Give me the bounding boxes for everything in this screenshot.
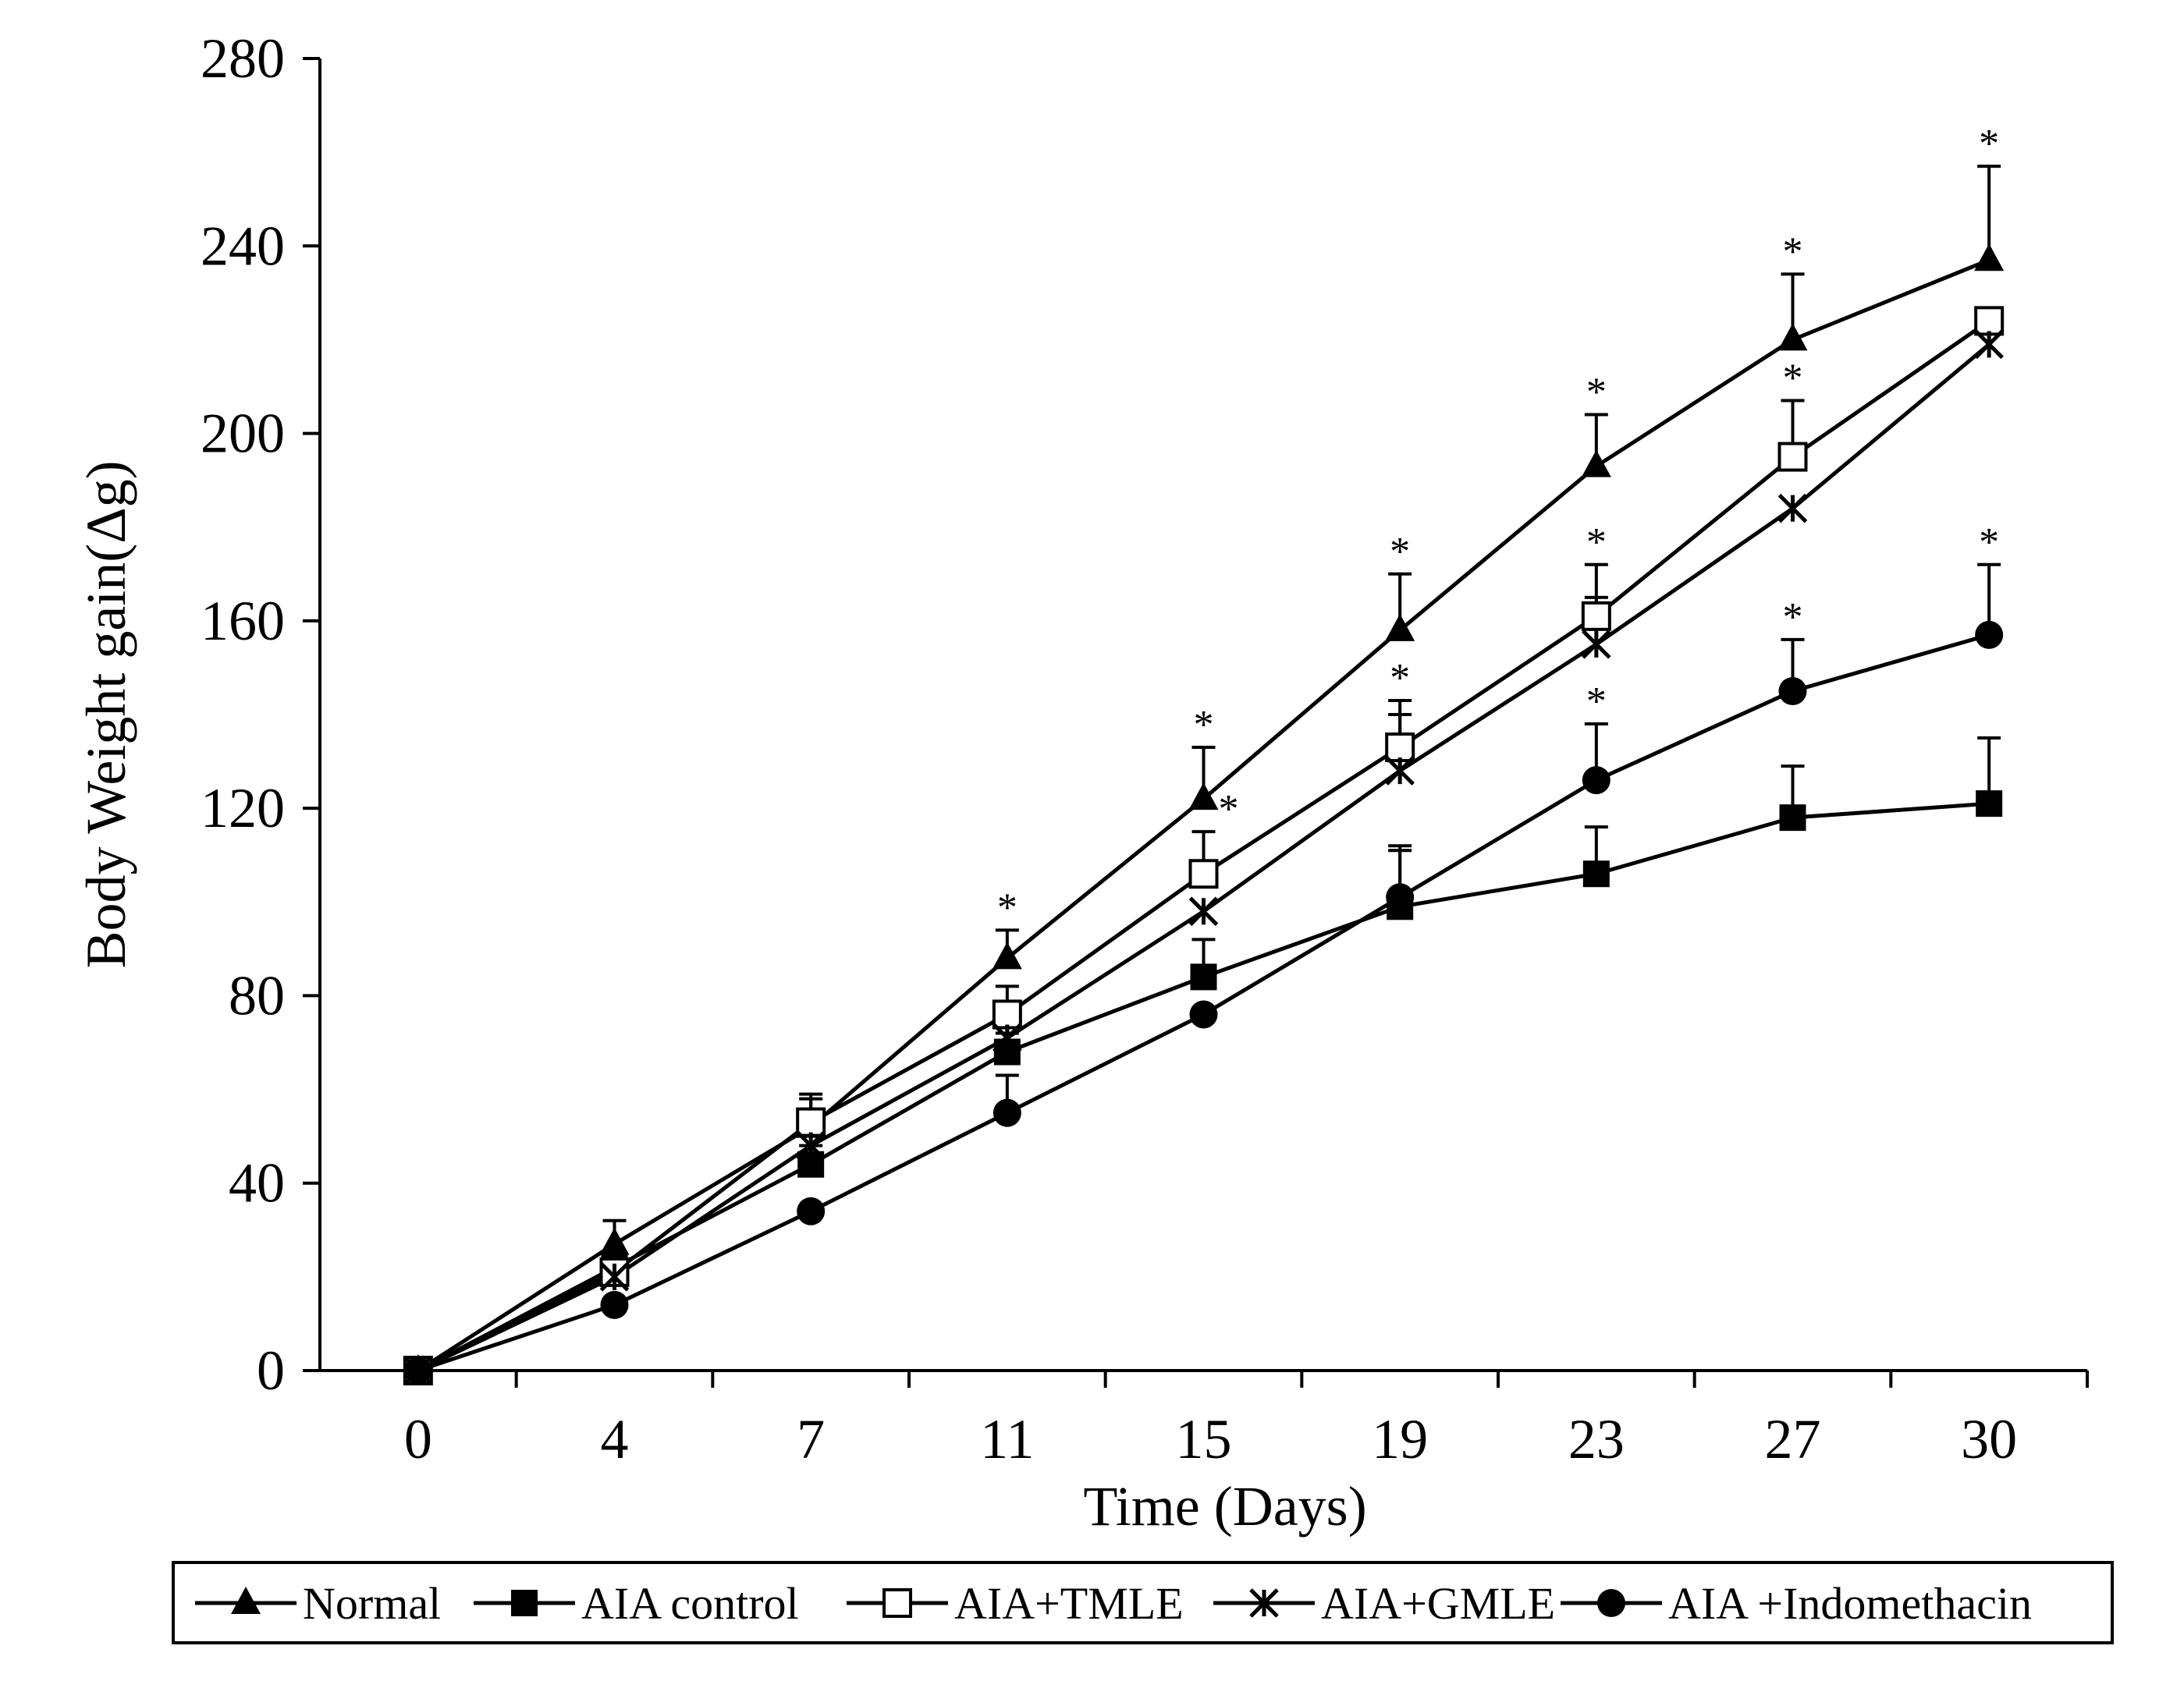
data-point-aia-tmle: [1581, 601, 1611, 631]
data-point-aia-gmle: [796, 1130, 826, 1161]
x-tick-label: 11: [980, 1408, 1034, 1470]
x-tick-label: 27: [1765, 1408, 1821, 1470]
data-point-aia-tmle: [1777, 442, 1808, 472]
data-point-aia-control: [1190, 963, 1217, 991]
significance-marker: *: [1783, 229, 1803, 274]
data-point-normal: [1974, 243, 2005, 271]
data-point-aia-indomethacin: [1386, 883, 1415, 912]
data-point-normal: [599, 1227, 630, 1255]
data-point-aia-gmle: [993, 1023, 1022, 1053]
legend-marker-aia-tmle: [882, 1588, 912, 1618]
legend-marker-normal: [231, 1587, 261, 1614]
legend-item-normal: Normal: [195, 1578, 441, 1629]
data-point-aia-control: [1582, 860, 1610, 888]
data-point-aia-indomethacin: [797, 1197, 826, 1225]
axes-layer: [318, 59, 2087, 1372]
data-point-aia-tmle: [796, 1107, 826, 1137]
x-ticks-layer: 0 4 7 11 15 19 23 27 30: [404, 1371, 2089, 1470]
data-point-aia-control: [1976, 790, 2003, 818]
legend-marker-aia-control: [511, 1590, 538, 1616]
legend-marker-aia-indomethacin: [1597, 1589, 1625, 1617]
data-point-normal: [1777, 323, 1808, 351]
x-tick-label: 7: [797, 1408, 825, 1470]
legend-label: AIA control: [581, 1578, 799, 1629]
legend-item-aia-tmle: AIA+TMLE: [847, 1578, 1184, 1629]
data-point-aia-tmle: [1385, 732, 1415, 763]
significance-marker: *: [1390, 656, 1410, 700]
significance-marker: *: [1219, 787, 1239, 832]
y-tick-label: 80: [229, 964, 285, 1027]
significance-marker: *: [1390, 530, 1410, 574]
legend: Normal AIA control AIA+TMLE AIA+GMLE AIA +In…: [172, 1561, 2114, 1644]
x-axis-title: Time (Days): [1083, 1475, 1366, 1538]
significance-marker: *: [997, 885, 1017, 930]
y-tick-label: 160: [201, 590, 285, 652]
legend-label: AIA+GMLE: [1321, 1578, 1555, 1629]
legend-item-aia-indomethacin: AIA +Indomethacin: [1561, 1578, 2032, 1629]
data-point-aia-tmle: [1188, 859, 1219, 889]
series-line-normal: [417, 257, 1990, 1373]
x-tick-label: 23: [1568, 1408, 1625, 1470]
data-point-normal: [992, 942, 1022, 970]
data-point-aia-gmle: [1582, 630, 1611, 659]
significance-marker: *: [1586, 679, 1607, 724]
data-point-aia-tmle: [1974, 306, 2005, 336]
y-ticks-layer: 0 40 80 120 160 200 240 280: [201, 27, 320, 1402]
data-point-normal: [1581, 449, 1611, 477]
y-tick-label: 120: [201, 777, 285, 839]
y-tick-label: 200: [201, 403, 285, 465]
legend-item-aia-gmle: AIA+GMLE: [1213, 1578, 1555, 1629]
significance-marker: *: [1586, 371, 1607, 415]
y-tick-label: 0: [257, 1339, 285, 1402]
x-tick-label: 4: [601, 1408, 629, 1470]
data-point-aia-tmle: [992, 999, 1022, 1030]
data-point-aia-gmle: [1188, 896, 1219, 927]
significance-marker: *: [1194, 703, 1214, 747]
x-tick-label: 19: [1372, 1408, 1428, 1470]
significance-marker: *: [1783, 356, 1803, 401]
legend-label: AIA +Indomethacin: [1668, 1578, 2032, 1629]
markers-layer: [403, 243, 2005, 1385]
legend-item-aia-control: AIA control: [474, 1578, 799, 1629]
data-point-aia-control: [1779, 804, 1806, 832]
data-point-aia-gmle: [599, 1262, 630, 1292]
significance-marker: *: [1586, 520, 1607, 565]
data-point-aia-gmle: [1385, 756, 1415, 786]
y-tick-label: 280: [201, 27, 285, 90]
significance-marker: *: [1979, 122, 1999, 166]
legend-label: AIA+TMLE: [954, 1578, 1184, 1629]
data-point-aia-indomethacin: [1778, 676, 1807, 705]
significance-layer: *************: [997, 122, 1999, 930]
y-tick-label: 240: [201, 215, 285, 277]
y-axis-title: Body Weight gain(Δg): [75, 460, 137, 968]
x-tick-label: 30: [1961, 1408, 2017, 1470]
data-point-aia-indomethacin: [1582, 766, 1610, 795]
data-point-aia-gmle: [1974, 329, 2004, 360]
data-point-aia-indomethacin: [1189, 1000, 1218, 1029]
significance-marker: *: [1783, 595, 1803, 640]
data-point-aia-indomethacin: [1975, 620, 2004, 649]
data-point-aia-indomethacin: [600, 1290, 629, 1319]
legend-marker-aia-gmle: [1249, 1588, 1279, 1618]
legend-label: Normal: [303, 1578, 441, 1629]
x-tick-label: 0: [404, 1408, 432, 1470]
significance-marker: *: [1979, 520, 1999, 565]
data-point-aia-gmle: [1777, 493, 1808, 523]
data-point-normal: [1385, 613, 1415, 641]
x-tick-label: 15: [1176, 1408, 1232, 1470]
data-point-normal: [1188, 782, 1219, 810]
series-lines-layer: [417, 257, 1990, 1373]
y-tick-label: 40: [229, 1152, 285, 1215]
data-point-aia-indomethacin: [993, 1098, 1021, 1127]
